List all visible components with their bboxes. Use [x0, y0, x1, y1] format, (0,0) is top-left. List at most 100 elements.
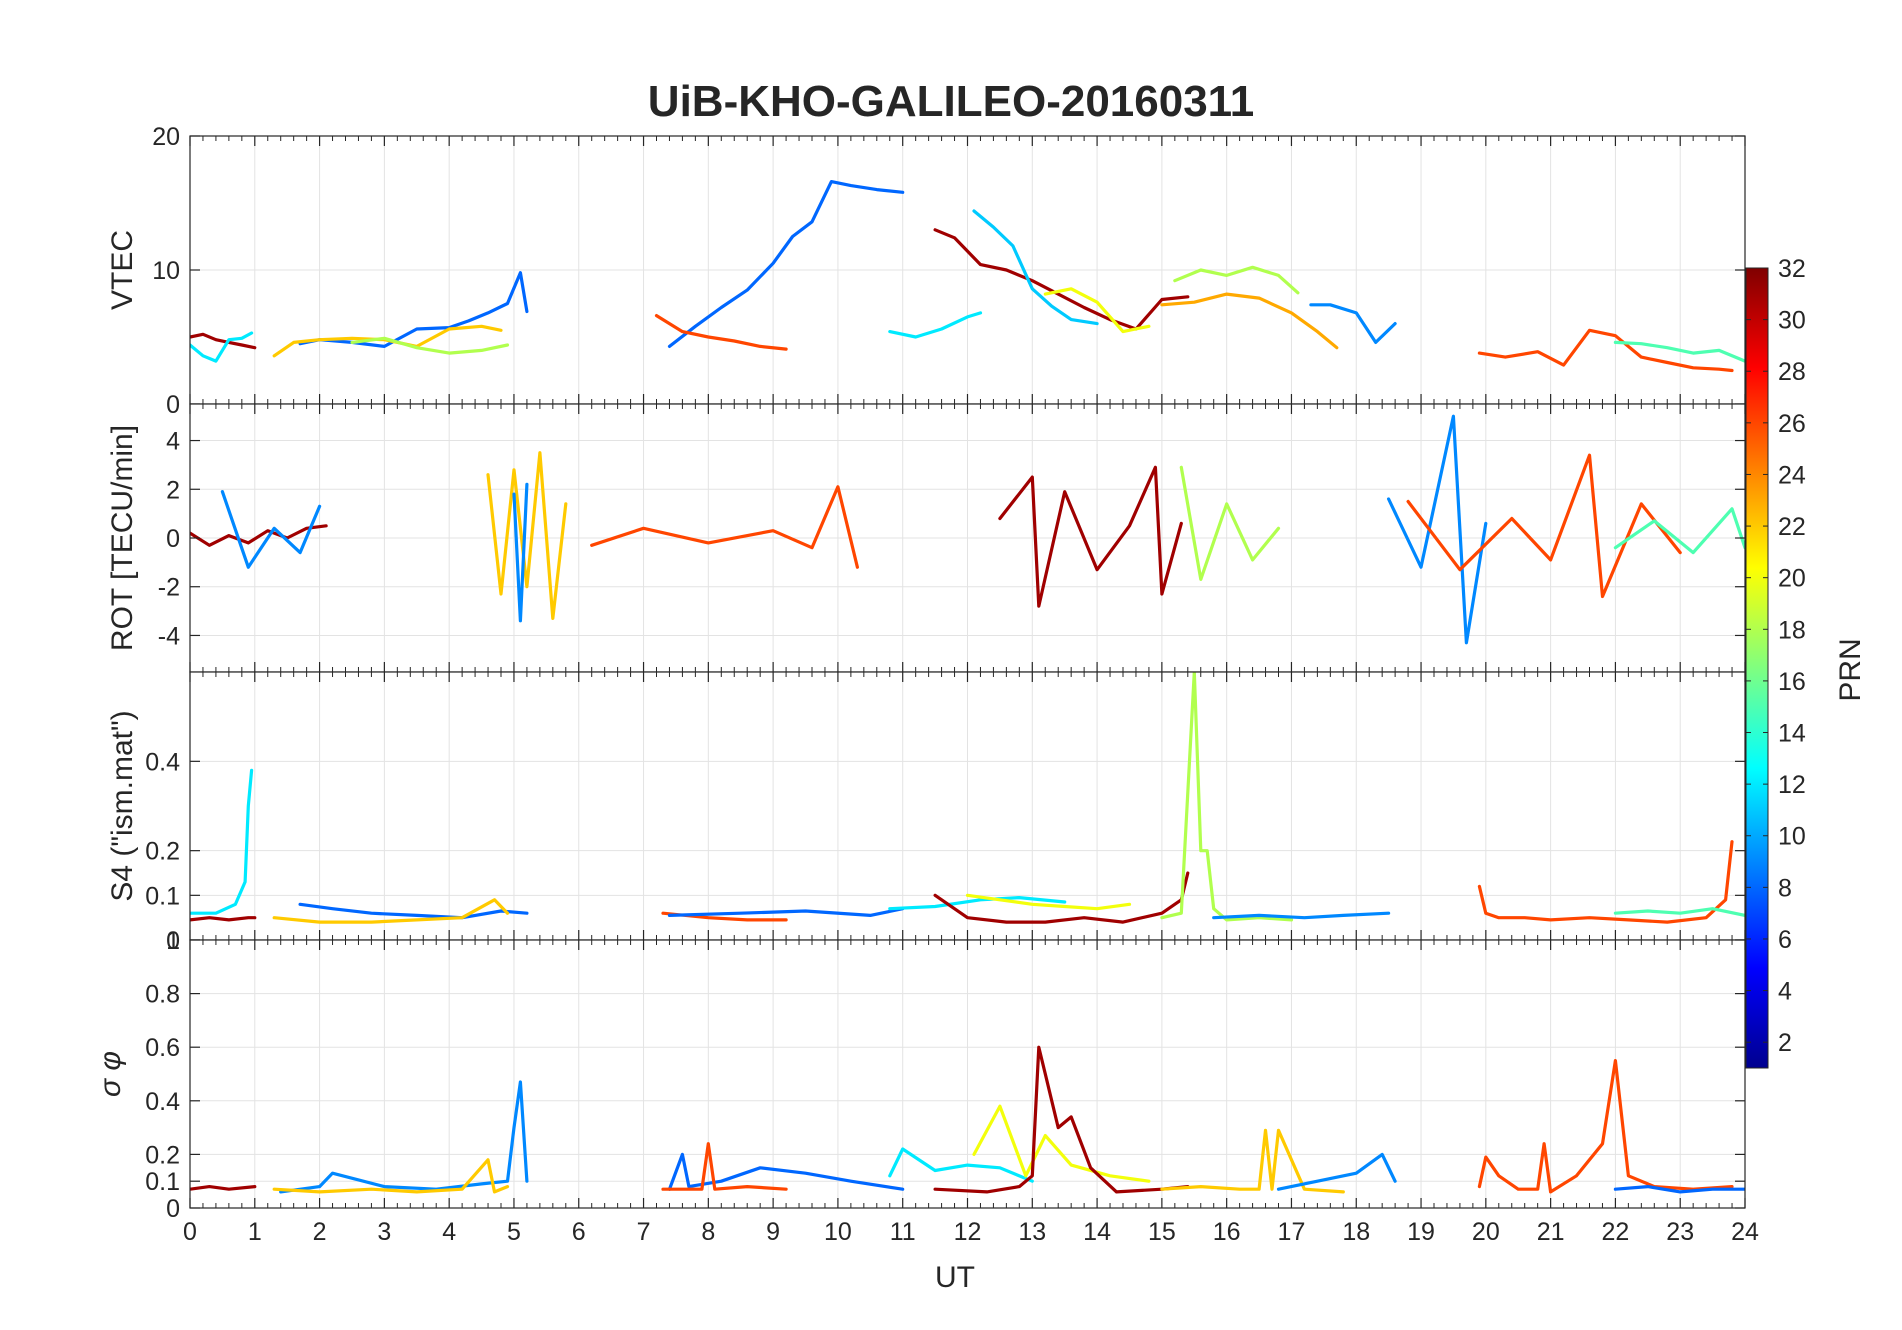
colorbar-tick-label: 6	[1778, 926, 1792, 954]
x-tick-label: 12	[954, 1218, 982, 1246]
series-line-prn-31	[190, 1184, 257, 1191]
y-tick-label: 0.2	[145, 1141, 180, 1169]
x-tick-label: 9	[766, 1218, 780, 1246]
series-line-prn-22	[486, 451, 568, 621]
panel-1: 0 10 20 VTEC	[106, 123, 1746, 419]
y-tick-label: -2	[158, 574, 180, 602]
x-tick-label: 24	[1731, 1218, 1759, 1246]
y-axis-label: VTEC	[106, 230, 139, 310]
colorbar-tick-label: 16	[1778, 668, 1806, 696]
x-tick-label: 6	[572, 1218, 586, 1246]
series-line-prn-31	[933, 871, 1190, 924]
series-line-prn-31	[190, 524, 328, 547]
y-axis-label: ROT [TECU/min]	[106, 425, 139, 651]
y-tick-label: 0	[166, 525, 180, 553]
series-line-prn-8	[667, 907, 905, 918]
series-line-prn-9	[1276, 1152, 1397, 1191]
series-line-prn-26	[1477, 840, 1734, 924]
series-line-prn-22	[272, 1158, 510, 1194]
series-line-prn-9	[1309, 303, 1397, 344]
colorbar-tick-label: 30	[1778, 307, 1806, 335]
series-line-prn-12	[190, 331, 254, 363]
colorbar-tick-label: 8	[1778, 874, 1792, 902]
series-line-prn-31	[933, 1045, 1190, 1194]
series-line-prn-20	[972, 1104, 1151, 1183]
series-line-prn-31	[190, 332, 257, 350]
panel-2: -4 -2 0 2 4 ROT [TECU/min]	[106, 403, 1746, 673]
series-line-prn-18	[1160, 672, 1294, 922]
y-tick-label: 2	[166, 476, 180, 504]
x-tick-label: 15	[1148, 1218, 1176, 1246]
x-tick-label: 16	[1213, 1218, 1241, 1246]
y-tick-label: 0.1	[145, 1168, 180, 1196]
colorbar-tick-label: 2	[1778, 1029, 1792, 1057]
series-line-prn-18	[1173, 265, 1300, 295]
x-tick-label: 10	[824, 1218, 852, 1246]
colorbar-tick-label: 22	[1778, 513, 1806, 541]
colorbar-label: PRN	[1834, 638, 1867, 701]
series-line-prn-23	[1160, 292, 1339, 350]
panel-3: 0 0.1 0.2 0.4S4 ("ism.mat")	[106, 671, 1746, 955]
x-tick-label: 1	[248, 1218, 262, 1246]
y-tick-label: 0	[166, 1195, 180, 1223]
x-tick-label: 21	[1537, 1218, 1565, 1246]
x-tick-label: 23	[1666, 1218, 1694, 1246]
x-tick-label: 4	[442, 1218, 456, 1246]
series-line-prn-9	[512, 482, 529, 623]
series-line-prn-15	[1613, 507, 1745, 555]
series-line-prn-26	[661, 1142, 788, 1191]
colorbar-tick-label: 26	[1778, 410, 1806, 438]
x-tick-label: 8	[701, 1218, 715, 1246]
colorbar-tick-label: 20	[1778, 565, 1806, 593]
series-line-prn-26	[1477, 328, 1734, 373]
colorbar-tick-label: 28	[1778, 358, 1806, 386]
series-line-prn-26	[1406, 453, 1682, 599]
series-line-prn-9	[1386, 414, 1488, 645]
series-line-prn-15	[1613, 340, 1745, 363]
x-tick-label: 18	[1342, 1218, 1370, 1246]
series-line-prn-9	[220, 490, 322, 569]
y-tick-label: 0.1	[145, 882, 180, 910]
series-line-prn-12	[888, 311, 983, 339]
y-tick-label: 0.8	[145, 981, 180, 1009]
series-line-prn-9	[1212, 911, 1391, 920]
series-group	[190, 672, 1745, 924]
series-line-prn-18	[1179, 465, 1281, 582]
colorbar-tick-label: 32	[1778, 255, 1806, 283]
y-tick-label: 0	[166, 391, 180, 419]
series-line-prn-11	[972, 209, 1099, 326]
x-tick-label: 2	[313, 1218, 327, 1246]
y-tick-label: 10	[152, 257, 180, 285]
colorbar-tick-label: 14	[1778, 720, 1806, 748]
x-tick-label: 19	[1407, 1218, 1435, 1246]
series-line-prn-31	[933, 228, 1190, 331]
x-tick-label: 0	[183, 1218, 197, 1246]
x-axis-label: UT	[935, 1261, 975, 1294]
series-line-prn-20	[1043, 287, 1151, 334]
x-tick-label: 22	[1602, 1218, 1630, 1246]
x-tick-labels: 0 1 2 3 4 5 6 7 8 9 10 11 12 13 14 15 16 17 18 19 20 21 22 23 24	[183, 1218, 1759, 1246]
x-tick-label: 14	[1083, 1218, 1111, 1246]
series-line-prn-22	[272, 898, 510, 924]
y-tick-label: 0.2	[145, 838, 180, 866]
colorbar-tick-label: 24	[1778, 461, 1806, 489]
series-line-prn-26	[590, 485, 860, 569]
x-tick-label: 3	[377, 1218, 391, 1246]
series-line-prn-20	[965, 893, 1132, 911]
series-line-prn-8	[1613, 1184, 1745, 1194]
y-tick-label: 0.4	[145, 748, 180, 776]
series-line-prn-12	[888, 1147, 1034, 1183]
x-tick-label: 13	[1018, 1218, 1046, 1246]
y-tick-label: 4	[166, 428, 180, 456]
series-line-prn-31	[998, 465, 1183, 608]
x-tick-label: 7	[637, 1218, 651, 1246]
series-group	[190, 1045, 1745, 1194]
colorbar-gradient	[1745, 267, 1769, 1069]
x-tick-label: 20	[1472, 1218, 1500, 1246]
y-tick-label: 0.4	[145, 1088, 180, 1116]
series-group	[190, 414, 1745, 645]
y-tick-label: -4	[158, 622, 180, 650]
series-line-prn-9	[279, 1080, 529, 1194]
